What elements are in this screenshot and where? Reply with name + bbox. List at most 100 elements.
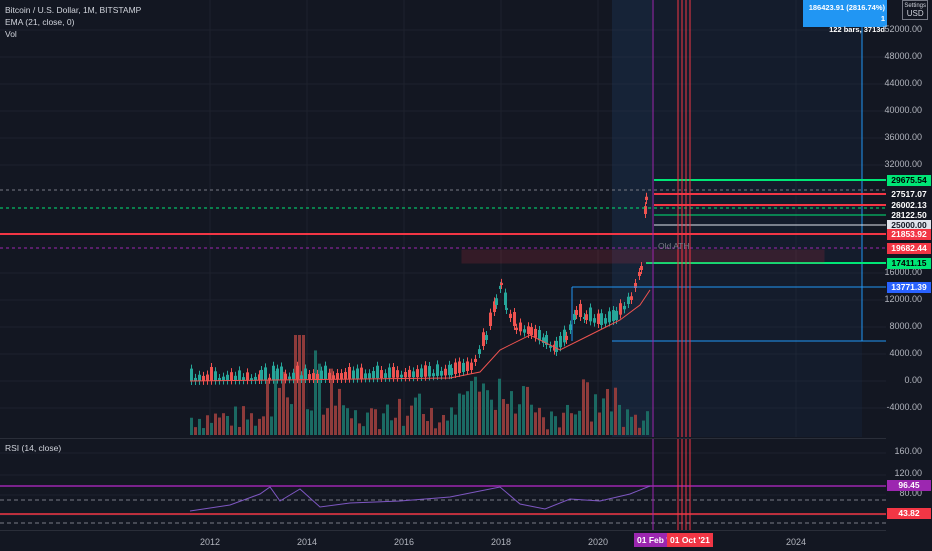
- candle-body: [258, 374, 261, 381]
- volume-bar: [426, 421, 429, 435]
- volume-bar: [454, 414, 457, 435]
- rsi-chart[interactable]: [0, 439, 886, 531]
- volume-bar: [594, 394, 597, 435]
- price-level-tag[interactable]: 26002.13: [887, 200, 931, 211]
- volume-bar: [358, 423, 361, 435]
- volume-bar: [570, 413, 573, 435]
- volume-bar: [550, 411, 553, 435]
- time-axis[interactable]: 2012 2014 2016 2018 2020 2024 01 Feb '2 01 Oct …: [0, 530, 886, 551]
- candle-body: [448, 364, 451, 376]
- volume-bar: [386, 404, 389, 435]
- candle-body: [559, 335, 562, 348]
- time-marker-tag[interactable]: 01 Oct '21: [667, 533, 713, 547]
- measure-box[interactable]: 186423.91 (2816.74%) 1 122 bars, 3713d: [803, 0, 887, 34]
- candle-body: [519, 322, 522, 332]
- volume-bar: [354, 410, 357, 435]
- candle-body: [352, 370, 355, 379]
- price-level-tag[interactable]: 27517.07: [887, 189, 931, 200]
- volume-bar: [406, 415, 409, 435]
- candle-body: [372, 371, 375, 379]
- volume-bar: [258, 418, 261, 435]
- price-level-tag[interactable]: 25000.00: [887, 220, 931, 231]
- volume-bar: [466, 391, 469, 435]
- volume-bar: [566, 404, 569, 435]
- volume-bar: [206, 415, 209, 435]
- candle-body: [565, 335, 568, 340]
- candle-body: [238, 370, 241, 381]
- volume-bar: [234, 406, 237, 435]
- candle-body: [198, 374, 201, 381]
- candle-body: [573, 313, 576, 320]
- price-pane[interactable]: Bitcoin / U.S. Dollar, 1M, BITSTAMP EMA …: [0, 0, 887, 437]
- time-marker-tag[interactable]: 01 Feb '2: [634, 533, 677, 547]
- candle-body: [478, 349, 481, 354]
- rsi-pane[interactable]: RSI (14, close): [0, 438, 886, 531]
- price-chart[interactable]: [0, 0, 886, 437]
- candle-body: [619, 303, 622, 315]
- candle-body: [336, 373, 339, 379]
- volume-bar: [330, 368, 333, 435]
- volume-bar: [582, 379, 585, 435]
- price-axis[interactable]: 52000.00 48000.00 44000.00 40000.00 36000.00…: [884, 0, 932, 437]
- volume-bar: [214, 413, 217, 435]
- symbol-legend[interactable]: Bitcoin / U.S. Dollar, 1M, BITSTAMP: [5, 5, 142, 15]
- volume-bar: [506, 403, 509, 435]
- price-level-tag[interactable]: 28122.50: [887, 210, 931, 221]
- candle-body: [534, 328, 537, 338]
- rsi-legend[interactable]: RSI (14, close): [5, 443, 62, 453]
- volume-bar: [274, 370, 277, 435]
- volume-bar: [430, 407, 433, 435]
- candle-body: [408, 369, 411, 378]
- volume-bar: [318, 363, 321, 435]
- candle-body: [246, 372, 249, 381]
- candle-body: [292, 372, 295, 380]
- candle-body: [644, 206, 647, 214]
- candle-body: [384, 373, 387, 378]
- candle-body: [416, 369, 419, 378]
- time-axis-label: 2012: [200, 537, 221, 547]
- volume-bar: [562, 412, 565, 435]
- vol-legend[interactable]: Vol: [5, 29, 17, 39]
- candle-body: [542, 337, 545, 343]
- volume-bar: [478, 391, 481, 435]
- volume-bar: [250, 413, 253, 435]
- price-level-tag[interactable]: 29675.54: [887, 175, 931, 186]
- candle-body: [493, 301, 496, 312]
- candle-body: [420, 368, 423, 377]
- volume-bar: [370, 408, 373, 435]
- volume-bar: [398, 398, 401, 435]
- volume-bar: [266, 379, 269, 435]
- volume-bar: [414, 397, 417, 435]
- volume-bar: [350, 418, 353, 435]
- volume-bar: [602, 398, 605, 435]
- candle-body: [218, 377, 221, 381]
- currency-label[interactable]: Settings USD: [902, 0, 928, 20]
- candle-body: [545, 335, 548, 345]
- candle-body: [320, 370, 323, 379]
- volume-bar: [538, 407, 541, 435]
- ema-legend[interactable]: EMA (21, close, 0): [5, 17, 75, 27]
- price-axis-label: 8000.00: [889, 321, 922, 331]
- volume-bar: [294, 335, 297, 435]
- price-axis-label: 32000.00: [884, 159, 922, 169]
- volume-bar: [278, 387, 281, 435]
- price-level-tag[interactable]: 17411.15: [887, 258, 931, 269]
- candle-body: [324, 365, 327, 379]
- volume-bar: [194, 427, 197, 435]
- volume-bar: [618, 404, 621, 435]
- volume-bar: [542, 417, 545, 435]
- volume-bar: [422, 414, 425, 435]
- candle-body: [579, 303, 582, 317]
- price-level-tag[interactable]: 19682.44: [887, 243, 931, 254]
- price-level-tag[interactable]: 13771.39: [887, 282, 931, 293]
- candle-body: [538, 330, 541, 341]
- price-axis-label: 4000.00: [889, 348, 922, 358]
- old-ath-zone: [461, 249, 825, 264]
- volume-bar: [310, 410, 313, 435]
- rsi-level-tag[interactable]: 96.45: [887, 480, 931, 491]
- candle-body: [515, 327, 518, 330]
- price-level-tag[interactable]: 21853.92: [887, 229, 931, 240]
- rsi-level-tag[interactable]: 43.82: [887, 508, 931, 519]
- candle-body: [523, 329, 526, 333]
